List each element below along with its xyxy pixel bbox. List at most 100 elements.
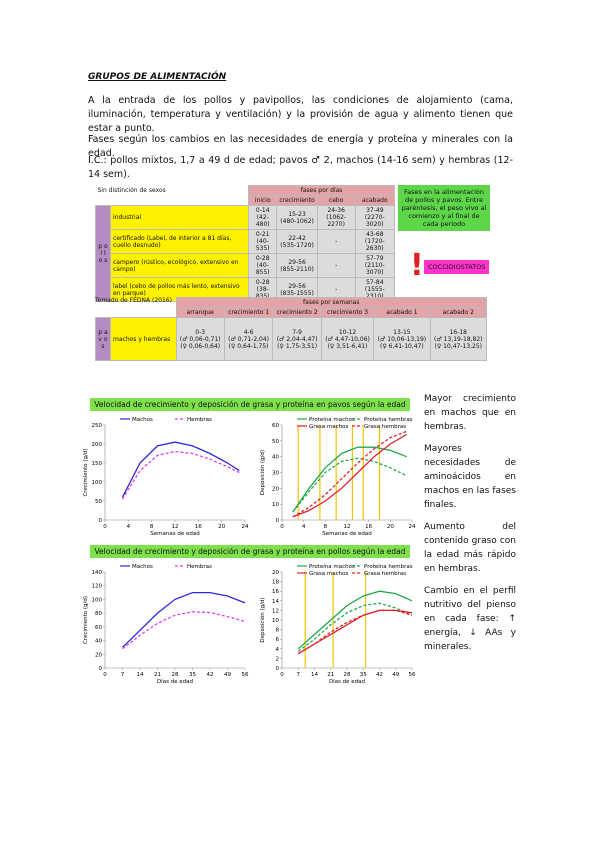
cell-line: (♀ 0,64-1,75): [228, 342, 269, 350]
cell-line: 13-15: [393, 328, 411, 336]
row: campero (rústico, ecológico, extensivo e…: [96, 253, 396, 278]
cell-line: 24-36: [327, 207, 345, 214]
row-label: campero (rústico, ecológico, extensivo e…: [109, 253, 250, 278]
x-tick-label: 0: [280, 672, 284, 678]
cell-line: (♂ 13,19-18,82): [434, 335, 483, 343]
series-line: [297, 590, 413, 650]
cell: 37-49 (2270-3020): [354, 205, 396, 230]
cell: 16-18 (♂ 13,19-18,82) (♀ 10,47-13,25): [429, 317, 488, 361]
cell-line: (♂ 10,06-13,19): [377, 335, 427, 343]
cell: 10-12 (♂ 4,47-10,06) (♀ 3,51-6,41): [320, 317, 375, 361]
cell: 0-28 (40-855): [248, 253, 278, 278]
side-note: Mayores necesidades de aminoácidos en ma…: [424, 444, 516, 510]
banner: Velocidad de crecimiento y deposición de…: [90, 545, 410, 558]
y-tick-label: 30: [272, 471, 279, 477]
y-tick-label: 80: [95, 611, 102, 617]
x-tick-label: 8: [150, 524, 154, 530]
cell-line: 0-14: [255, 207, 270, 214]
cell: 0-3 (♂ 0,06-0,71) (♀ 0,06-0,64): [175, 317, 225, 361]
y-tick-label: 60: [272, 423, 279, 429]
table-2: fases por semanas arranque crecimiento 1 cr…: [95, 297, 488, 361]
x-tick-label: 28: [344, 672, 351, 678]
x-tick-label: 7: [297, 672, 301, 678]
legend-label: Machos: [132, 564, 153, 570]
x-tick-label: 35: [189, 672, 196, 678]
y-axis-label: Crecimiento (g/d): [83, 448, 89, 496]
cell-line: 0-28: [255, 255, 270, 262]
x-tick-label: 0: [103, 524, 107, 530]
y-tick-label: 20: [272, 570, 279, 576]
y-tick-label: 14: [272, 599, 279, 605]
cell-line: (♂ 2,04-4,47): [276, 335, 318, 343]
y-axis-label: Deposición (g/d): [259, 450, 266, 495]
y-tick-label: 0: [276, 666, 280, 672]
series-line: [121, 450, 240, 500]
cell-line: (42-480): [255, 214, 270, 228]
cell-line: (38-835): [255, 286, 270, 300]
x-tick-label: 56: [242, 672, 249, 678]
series-line: [292, 430, 407, 518]
series-line: [121, 441, 240, 498]
exclamation: !: [410, 248, 424, 283]
cell-line: (40-855): [255, 262, 270, 276]
cell-line: (855-2110): [280, 265, 314, 273]
x-axis-label: Semanas de edad: [322, 531, 371, 537]
y-tick-label: 16: [272, 589, 279, 595]
x-tick-label: 12: [172, 524, 179, 530]
y-tick-label: 10: [272, 618, 279, 624]
x-tick-label: 0: [103, 672, 107, 678]
header-row: arranque crecimiento 1 crecimiento 2 crecim…: [96, 307, 488, 318]
series-line: [122, 591, 246, 648]
x-axis-label: Días de edad: [157, 678, 193, 685]
legend-label: Grasa machos: [309, 424, 348, 430]
cell-line: 43-68: [366, 231, 384, 238]
cell-line: 4-6: [243, 328, 254, 336]
legend-label: Proteína machos: [309, 563, 355, 570]
legend-label: Hembras: [187, 564, 212, 570]
cell: 43-68 (1720-2630): [354, 229, 396, 254]
y-tick-label: 50: [95, 499, 102, 505]
cell-line: 29-56: [288, 282, 306, 290]
x-tick-label: 42: [207, 672, 214, 678]
x-tick-label: 42: [376, 672, 383, 678]
cell: 15-23 (480-1062): [276, 205, 318, 230]
paragraph: A la entrada de los pollos y pavipollos,…: [88, 95, 513, 134]
cell-line: 22-42: [288, 234, 306, 242]
x-tick-label: 35: [360, 672, 367, 678]
x-tick-label: 12: [344, 524, 351, 530]
y-tick-label: 8: [276, 628, 280, 634]
cell-line: (♂ 0,71-2,04): [228, 335, 270, 343]
cell-line: 57-79: [366, 255, 384, 262]
cell-line: (1555-2310): [364, 286, 385, 300]
side-label: p a v o s: [95, 317, 111, 361]
cell-line: 16-18: [449, 328, 467, 336]
legend-label: Grasa machos: [309, 571, 348, 577]
series-line: [292, 433, 407, 518]
cell-line: (535-1720): [280, 241, 314, 249]
series-line: [297, 602, 413, 652]
series-line: [292, 457, 407, 513]
y-tick-label: 100: [92, 597, 103, 603]
x-tick-label: 16: [365, 524, 372, 530]
y-tick-label: 250: [92, 423, 103, 429]
cell-line: (♀ 1,75-3,51): [277, 342, 318, 350]
x-tick-label: 0: [280, 524, 284, 530]
x-tick-label: 49: [392, 672, 399, 678]
x-tick-label: 20: [218, 524, 225, 530]
x-tick-label: 56: [409, 672, 416, 678]
legend-label: Proteína hembras: [364, 416, 413, 423]
y-tick-label: 50: [272, 439, 279, 445]
cell: 13-15 (♂ 10,06-13,19) (♀ 6,41-10,47): [373, 317, 431, 361]
x-tick-label: 28: [172, 672, 179, 678]
cell: 0-21 (40-535): [248, 229, 278, 254]
x-tick-label: 49: [224, 672, 231, 678]
cell-line: (♀ 10,47-13,25): [434, 342, 483, 350]
cell-line: (835-1555): [280, 289, 314, 297]
y-tick-label: 100: [92, 480, 103, 486]
legend-label: Proteína hembras: [364, 563, 413, 570]
cell-line: 0-3: [195, 328, 206, 336]
x-tick-label: 4: [302, 524, 306, 530]
legend-label: Grasa hembras: [364, 424, 406, 430]
y-tick-label: 2: [276, 656, 280, 662]
